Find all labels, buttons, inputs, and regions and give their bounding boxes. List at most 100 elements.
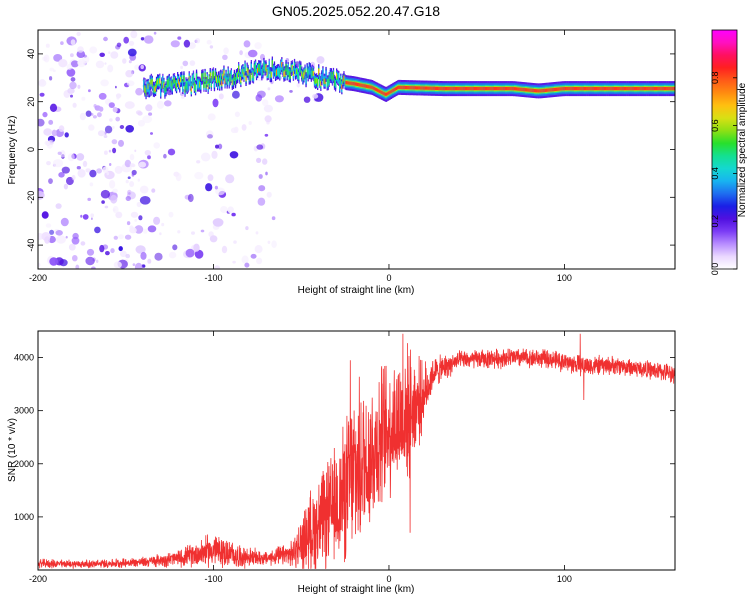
spectrogram-ridge-cell: [476, 87, 478, 91]
spectrogram-ridge-cell: [245, 75, 247, 82]
spectrogram-ridge-cell: [343, 76, 345, 82]
spectrogram-cell: [264, 115, 272, 123]
spectrogram-cell: [53, 54, 63, 62]
spectrogram-cell: [75, 264, 80, 269]
spectrogram-ridge-cell: [331, 75, 334, 81]
spectrogram-ridge-cell: [432, 86, 435, 90]
y-tick-label: 3000: [14, 406, 34, 416]
spectrogram-cell: [66, 64, 73, 70]
spectrogram-y-label: Frequency (Hz): [7, 116, 18, 185]
spectrogram-cell: [49, 103, 58, 113]
spectrogram-ridge-cell: [530, 88, 533, 92]
spectrogram-cell: [125, 179, 129, 184]
spectrogram-cell: [194, 249, 204, 259]
spectrogram-ridge-cell: [240, 77, 242, 83]
spectrogram-ridge-cell: [659, 87, 661, 91]
spectrogram-ridge-cell: [600, 87, 602, 91]
spectrogram-ridge-cell: [267, 68, 269, 77]
spectrogram-ridge-cell: [652, 87, 655, 91]
spectrogram-ridge-cell: [462, 87, 464, 91]
spectrogram-ridge-cell: [377, 88, 379, 92]
spectrogram-ridge-cell: [449, 87, 451, 91]
spectrogram-ridge-cell: [566, 87, 568, 91]
spectrogram-cell: [65, 235, 68, 239]
spectrogram-ridge-cell: [281, 62, 283, 68]
spectrogram-ridge-cell: [562, 87, 564, 91]
spectrogram-ridge-cell: [244, 64, 246, 72]
spectrogram-ridge-cell: [408, 86, 410, 90]
spectrogram-ridge-cell: [209, 72, 211, 79]
spectrogram-cell: [112, 208, 116, 212]
spectrogram-cell: [38, 118, 45, 127]
spectrogram-cell: [70, 60, 79, 68]
spectrogram-ridge-cell: [632, 87, 635, 91]
spectrogram-cell: [70, 53, 74, 58]
spectrogram-ridge-cell: [671, 87, 674, 91]
spectrogram-ridge-cell: [497, 87, 499, 91]
spectrogram-ridge-cell: [322, 69, 324, 78]
spectrogram-ridge-cell: [231, 79, 233, 85]
spectrogram-ridge-cell: [367, 85, 369, 89]
spectrogram-ridge-cell: [258, 63, 260, 72]
spectrogram-ridge-cell: [191, 78, 193, 84]
spectrogram-ridge-cell: [172, 78, 175, 84]
spectrogram-ridge-cell: [293, 62, 296, 71]
spectrogram-ridge-cell: [657, 87, 659, 91]
spectrogram-ridge-cell: [169, 81, 171, 89]
spectrogram-ridge-cell: [381, 90, 383, 94]
spectrogram-cell: [303, 96, 311, 103]
spectrogram-ridge-cell: [227, 71, 229, 77]
spectrogram-ridge-cell: [604, 87, 606, 91]
spectrogram-ridge-cell: [560, 87, 562, 91]
spectrogram-ridge-cell: [228, 78, 230, 84]
spectrogram-cell: [49, 229, 55, 235]
spectrogram-ridge-cell: [280, 63, 282, 71]
spectrogram-ridge-cell: [250, 63, 252, 72]
spectrogram-cell: [76, 153, 85, 161]
spectrogram-ridge-cell: [266, 70, 268, 76]
spectrogram-ridge-cell: [469, 87, 471, 91]
spectrogram-ridge-cell: [251, 72, 253, 78]
spectrogram-ridge-cell: [317, 78, 319, 87]
spectrogram-ridge-cell: [383, 91, 385, 96]
spectrogram-cell: [134, 219, 138, 222]
spectrogram-ridge-cell: [305, 75, 307, 84]
spectrogram-ridge-cell: [528, 88, 530, 92]
spectrogram-ridge-cell: [279, 69, 281, 77]
spectrogram-ridge-cell: [644, 87, 646, 91]
spectrogram-cell: [191, 231, 195, 235]
spectrogram-ridge-cell: [248, 73, 250, 81]
spectrogram-ridge-cell: [232, 77, 235, 86]
spectrogram-ridge-cell: [428, 86, 430, 90]
spectrogram-ridge-cell: [539, 89, 541, 93]
spectrogram-cell: [76, 31, 81, 37]
spectrogram-ridge-cell: [647, 87, 649, 91]
spectrogram-ridge-cell: [391, 89, 394, 93]
spectrogram-ridge-cell: [163, 82, 165, 88]
spectrogram-ridge-cell: [508, 87, 510, 91]
spectrogram-ridge-cell: [181, 76, 183, 82]
spectrogram-ridge-cell: [333, 78, 336, 87]
spectrogram-cell: [109, 118, 113, 122]
spectrogram-ridge-cell: [179, 82, 181, 88]
spectrogram-cell: [72, 102, 77, 108]
spectrogram-ridge-cell: [192, 74, 195, 82]
spectrogram-cell: [63, 183, 68, 190]
spectrogram-ridge-cell: [217, 80, 219, 86]
spectrogram-cell: [85, 256, 95, 266]
spectrogram-y-ticks: -40 -20 0 20 40: [26, 49, 675, 252]
spectrogram-ridge-cell: [532, 88, 535, 93]
spectrogram-cell: [247, 49, 258, 58]
spectrogram-ridge-cell: [463, 87, 465, 91]
spectrogram-ridge-cell: [318, 69, 320, 75]
spectrogram-cell: [209, 235, 218, 243]
spectrogram-cell: [143, 35, 154, 44]
spectrogram-ridge-cell: [636, 87, 638, 91]
spectrogram-cell: [39, 92, 45, 97]
spectrogram-cell: [130, 30, 138, 39]
spectrogram-cell: [110, 51, 119, 59]
spectrogram-cell: [147, 155, 151, 160]
spectrogram-cell: [118, 234, 124, 240]
spectrogram-ridge-cell: [272, 67, 275, 76]
spectrogram-ridge-cell: [235, 72, 238, 81]
